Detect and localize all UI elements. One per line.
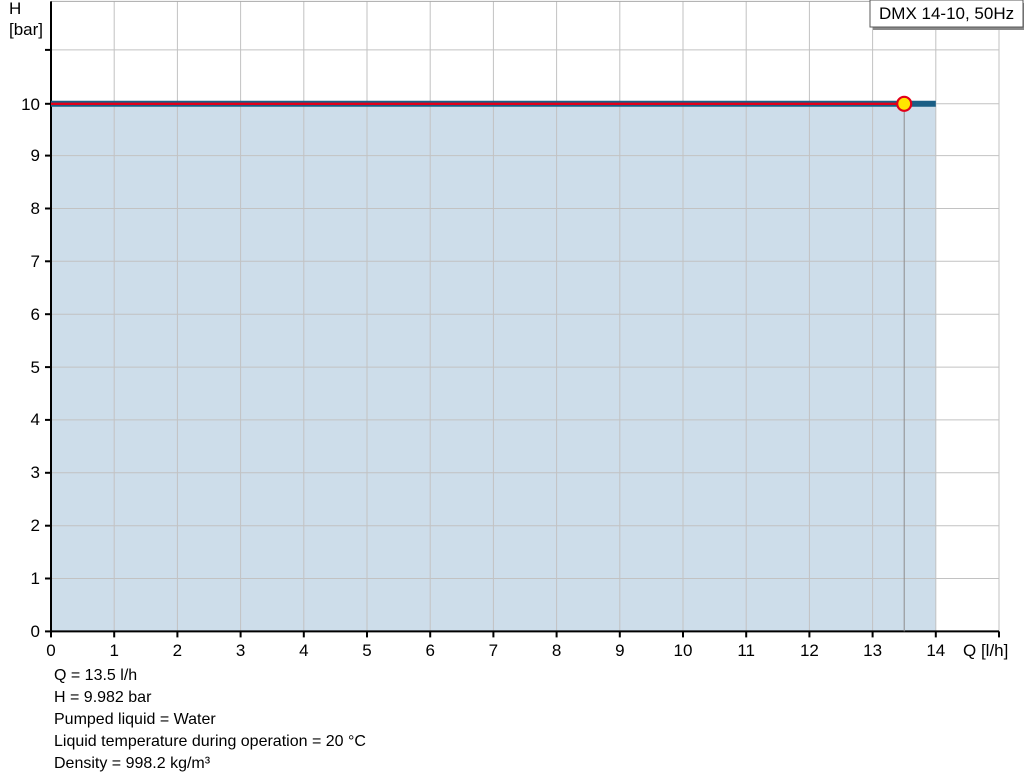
svg-text:10: 10	[21, 95, 40, 114]
svg-text:Q [l/h]: Q [l/h]	[963, 641, 1008, 660]
svg-text:1: 1	[109, 641, 118, 660]
svg-text:[bar]: [bar]	[9, 20, 43, 39]
svg-text:H: H	[9, 0, 21, 18]
svg-text:8: 8	[552, 641, 561, 660]
svg-text:5: 5	[31, 358, 40, 377]
svg-text:4: 4	[299, 641, 308, 660]
svg-text:6: 6	[31, 305, 40, 324]
svg-text:4: 4	[31, 410, 40, 429]
svg-text:10: 10	[674, 641, 693, 660]
svg-text:11: 11	[737, 641, 755, 660]
svg-text:9: 9	[615, 641, 624, 660]
svg-text:6: 6	[425, 641, 434, 660]
svg-text:5: 5	[362, 641, 371, 660]
svg-text:0: 0	[31, 622, 40, 641]
svg-text:1: 1	[31, 569, 40, 588]
svg-text:H = 9.982 bar: H = 9.982 bar	[54, 689, 152, 706]
svg-text:DMX 14-10, 50Hz: DMX 14-10, 50Hz	[879, 4, 1014, 23]
svg-text:7: 7	[31, 252, 40, 271]
svg-text:2: 2	[31, 516, 40, 535]
svg-text:0: 0	[46, 641, 55, 660]
svg-text:2: 2	[173, 641, 182, 660]
svg-text:3: 3	[236, 641, 245, 660]
svg-text:Density = 998.2 kg/m³: Density = 998.2 kg/m³	[54, 755, 211, 772]
svg-text:7: 7	[489, 641, 498, 660]
svg-text:12: 12	[800, 641, 819, 660]
svg-text:3: 3	[31, 463, 40, 482]
svg-text:14: 14	[926, 641, 945, 660]
svg-text:Liquid temperature during oper: Liquid temperature during operation = 20…	[54, 733, 366, 750]
svg-text:13: 13	[863, 641, 882, 660]
svg-text:Q = 13.5 l/h: Q = 13.5 l/h	[54, 667, 137, 684]
svg-text:8: 8	[31, 199, 40, 218]
svg-text:Pumped liquid = Water: Pumped liquid = Water	[54, 711, 216, 728]
svg-text:9: 9	[31, 146, 40, 165]
